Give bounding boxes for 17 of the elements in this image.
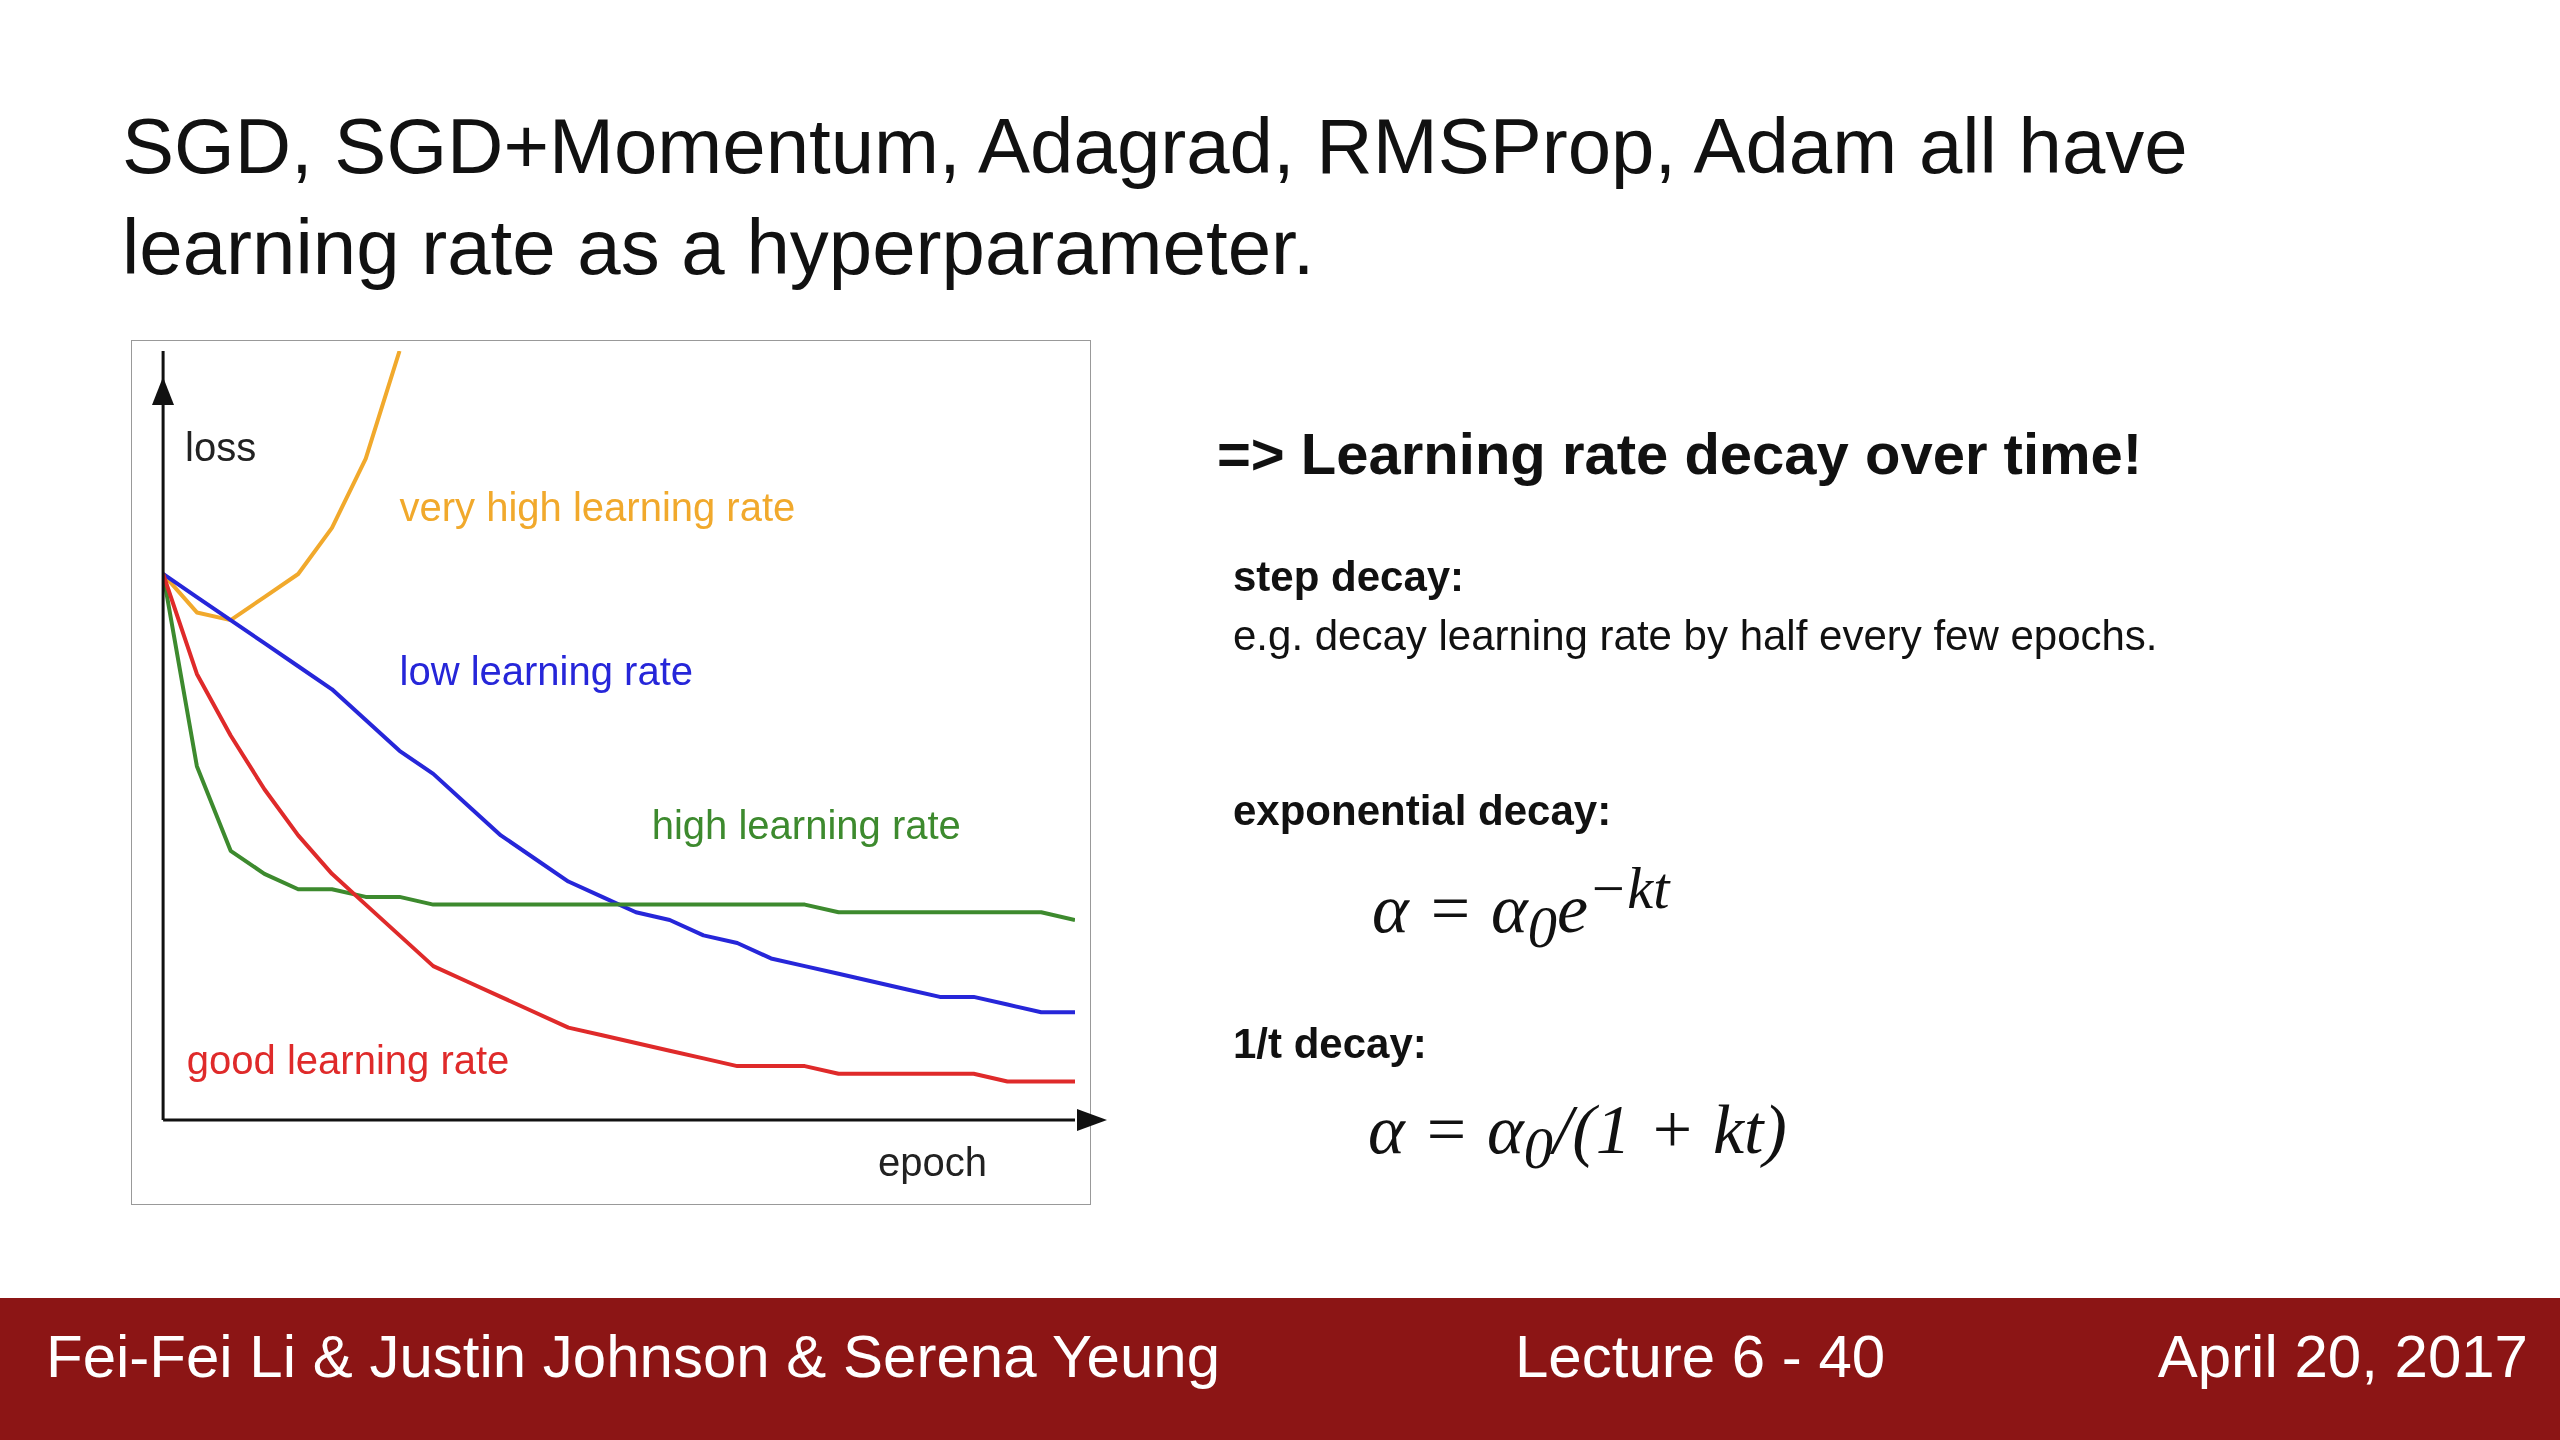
series-label: good learning rate	[186, 1037, 510, 1082]
chart-title: SGD, SGD+Momentum, Adagrad, RMSProp, Adam all have learning rate as a hyperparameter.	[122, 101, 2189, 293]
text: α = α$_{0}$e$^{−kt}$	[1372, 855, 1670, 962]
text: Lecture 6 - 40	[1515, 1322, 1886, 1391]
text: exponential decay:	[1233, 787, 1612, 835]
text: Fei-Fei Li & Justin Johnson & Serena Yeung	[46, 1322, 1221, 1391]
series-label: high learning rate	[651, 802, 961, 847]
series-label: very high learning rate	[399, 485, 796, 529]
y-axis-title: loss	[185, 425, 257, 470]
text: => Learning rate decay over time!	[1217, 420, 2143, 487]
x-axis-title: epoch	[878, 1140, 987, 1185]
text: e.g. decay learning rate by half every few epochs.	[1233, 612, 2158, 660]
series-label: low learning rate	[399, 648, 694, 693]
text: 1/t decay:	[1233, 1020, 1427, 1068]
text: step decay:	[1233, 553, 1465, 601]
text: α = α$_{0}$/(1 + kt)	[1368, 1090, 1787, 1182]
text: April 20, 2017	[2157, 1322, 2528, 1391]
